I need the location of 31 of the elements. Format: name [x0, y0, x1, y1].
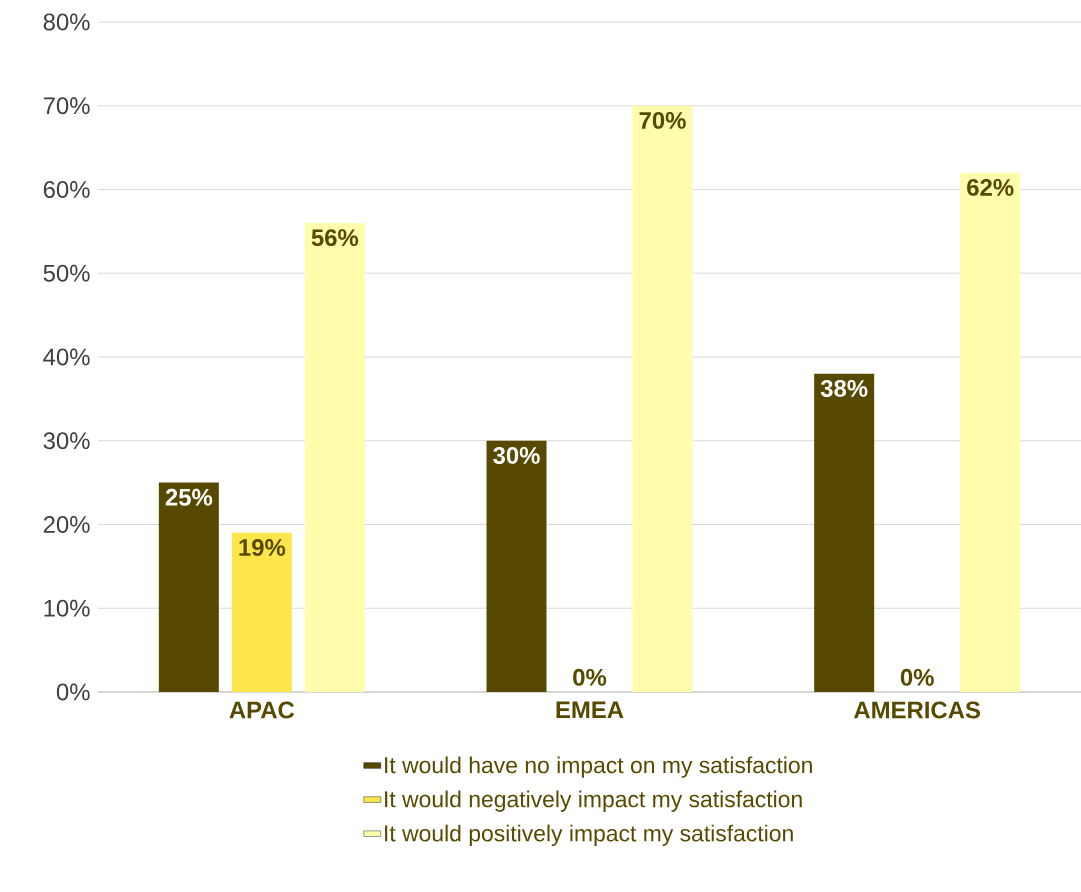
data-label: 30% [493, 446, 540, 464]
y-tick-label: 30% [43, 432, 90, 450]
legend-label: It would negatively impact my satisfaction [385, 790, 802, 812]
y-tick-label: 50% [43, 264, 90, 282]
x-tick-label: AMERICAS [854, 701, 980, 719]
bar [486, 440, 547, 692]
y-tick-label: 10% [44, 599, 90, 617]
y-tick-label: 80% [43, 13, 90, 31]
data-label: 56% [311, 229, 359, 247]
y-tick-label: 40% [43, 348, 90, 366]
y-tick-label: 70% [43, 97, 90, 115]
y-tick-label: 60% [43, 181, 90, 198]
x-tick-label: APAC [229, 701, 295, 719]
y-tick-label: 20% [43, 516, 90, 533]
legend-label: It would have no impact on my satisfaction [385, 756, 812, 778]
data-label: 25% [165, 488, 213, 506]
data-label: 38% [820, 379, 868, 397]
bar [814, 373, 875, 692]
data-label: 0% [573, 668, 607, 686]
data-label: 19% [239, 539, 286, 556]
bar [304, 222, 365, 692]
bar [632, 105, 693, 692]
bar [231, 532, 292, 692]
data-label: 62% [967, 178, 1014, 196]
data-label: 70% [639, 111, 686, 129]
x-tick-label: EMEA [556, 701, 624, 718]
bar [960, 172, 1021, 692]
legend-label: It would positively impact my satisfaction [385, 824, 793, 846]
data-label: 0% [900, 668, 934, 686]
y-tick-label: 0% [56, 683, 90, 701]
bar [158, 482, 219, 692]
